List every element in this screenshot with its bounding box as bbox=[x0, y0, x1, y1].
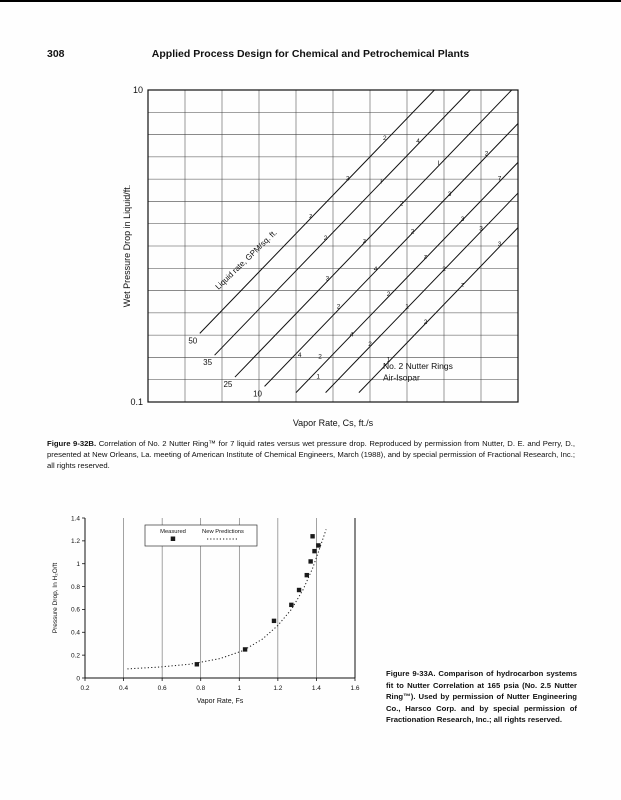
y-tick-label: 1 bbox=[76, 561, 80, 568]
prediction-curve bbox=[127, 529, 327, 670]
x-tick-label: 0.4 bbox=[119, 685, 128, 692]
svg-text:4: 4 bbox=[350, 331, 354, 338]
figure-9-33a: 0.2 0.4 0.6 0.8 1 1.2 1.4 1.6 0 0.2 0.4 0.6 0.8 1 1.2 1… bbox=[45, 510, 375, 712]
svg-text:2: 2 bbox=[324, 235, 328, 242]
measured-point bbox=[271, 618, 277, 624]
y-tick-label: 0.4 bbox=[71, 630, 80, 637]
x-tick-label: 1.6 bbox=[350, 685, 359, 692]
y-tick-label: 0.1 bbox=[130, 397, 143, 407]
svg-text:2: 2 bbox=[400, 200, 404, 207]
fig-9-33a-chart: 0.2 0.4 0.6 0.8 1 1.2 1.4 1.600.20.40.60.811.21… bbox=[52, 515, 360, 705]
chart-annotation: No. 2 Nutter Rings bbox=[383, 361, 453, 371]
x-axis-label: Vapor Rate, Cs, ft./s bbox=[293, 418, 374, 428]
figure-9-32b-caption-text: Correlation of No. 2 Nutter Ring™ for 7 … bbox=[47, 439, 576, 471]
svg-text:3: 3 bbox=[498, 241, 502, 248]
figure-9-32b-caption: Figure 9-32B. Correlation of No. 2 Nutte… bbox=[47, 438, 575, 471]
measured-point bbox=[308, 559, 313, 564]
y-tick-label: 0.8 bbox=[71, 584, 80, 591]
svg-text:z: z bbox=[309, 213, 312, 220]
legend-label-measured: Measured bbox=[160, 529, 186, 535]
svg-text:3: 3 bbox=[346, 175, 350, 182]
svg-text:4: 4 bbox=[374, 266, 378, 273]
svg-text:7: 7 bbox=[498, 175, 502, 182]
svg-text:2: 2 bbox=[318, 353, 322, 360]
x-tick-label: 0.2 bbox=[80, 685, 89, 692]
liquid-rate-label: 50 bbox=[188, 336, 197, 345]
y-tick-label: 10 bbox=[133, 85, 143, 95]
svg-text:1: 1 bbox=[405, 303, 409, 310]
svg-text:3: 3 bbox=[326, 275, 330, 282]
x-tick-label: 1 bbox=[237, 685, 241, 692]
measured-point bbox=[289, 602, 294, 608]
svg-text:2: 2 bbox=[387, 291, 391, 298]
x-axis-label: Vapor Rate, Fs bbox=[197, 698, 244, 705]
svg-text:3: 3 bbox=[479, 225, 483, 232]
svg-text:z: z bbox=[424, 253, 427, 260]
running-head: 308 Applied Process Design for Chemical … bbox=[0, 48, 621, 62]
svg-text:2: 2 bbox=[485, 151, 489, 158]
legend-label-predictions: New Predictions bbox=[202, 529, 244, 535]
liquid-rate-label: 10 bbox=[253, 389, 262, 398]
svg-text:z: z bbox=[461, 282, 464, 289]
x-tick-label: 0.8 bbox=[196, 685, 205, 692]
measured-point bbox=[242, 647, 248, 652]
liquid-rate-label: 25 bbox=[223, 380, 232, 389]
x-tick-label: 0.6 bbox=[158, 685, 167, 692]
svg-text:I: I bbox=[380, 179, 382, 186]
measured-point bbox=[312, 548, 317, 554]
svg-text:4: 4 bbox=[416, 138, 420, 145]
figure-9-33a-caption: Figure 9-33A. Comparison of hydrocarbon … bbox=[386, 668, 577, 726]
svg-text:1: 1 bbox=[316, 374, 320, 381]
figure-9-33a-caption-text: Comparison of hydrocarbon systems fit to… bbox=[386, 669, 578, 725]
measured-point bbox=[316, 543, 321, 548]
chart-annotation: Air-Isopar bbox=[383, 373, 420, 383]
svg-text:2: 2 bbox=[424, 319, 428, 326]
x-tick-label: 1.2 bbox=[273, 685, 282, 692]
page-number: 308 bbox=[47, 48, 65, 60]
y-axis-label: Wet Pressure Drop in Liquid/ft. bbox=[122, 185, 132, 307]
measured-point bbox=[296, 587, 302, 593]
figure-9-32b-caption-label: Figure 9-32B. bbox=[47, 439, 97, 448]
svg-text:2: 2 bbox=[442, 266, 446, 273]
svg-text:2: 2 bbox=[337, 303, 341, 310]
figure-9-33a-caption-label: Figure 9-33A. bbox=[386, 669, 436, 678]
svg-text:3: 3 bbox=[461, 216, 465, 223]
measured-point bbox=[194, 662, 200, 667]
legend-square-marker bbox=[170, 536, 176, 541]
y-tick-label: 0 bbox=[76, 675, 80, 682]
x-tick-label: 1.4 bbox=[312, 685, 321, 692]
measured-point bbox=[304, 572, 309, 578]
measured-point bbox=[310, 534, 315, 539]
figure-9-32b: 50 35 25 10 Liquid rate, GPM/sq. ft. z 3 2 2 I 4 3 z… bbox=[120, 84, 532, 436]
y-axis-label: Pressure Drop, In H₂O/ft bbox=[52, 563, 59, 634]
svg-text:2: 2 bbox=[411, 229, 415, 236]
liquid-rate-axis-label: Liquid rate, GPM/sq. ft. bbox=[214, 228, 279, 291]
liquid-rate-label: 35 bbox=[203, 358, 212, 367]
svg-text:3: 3 bbox=[448, 191, 452, 198]
fig-9-32b-chart: 50 35 25 10 Liquid rate, GPM/sq. ft. z 3 2 2 I 4 3 z… bbox=[122, 85, 519, 428]
y-tick-label: 0.2 bbox=[71, 652, 80, 659]
running-title: Applied Process Design for Chemical and … bbox=[151, 48, 470, 60]
svg-text:2: 2 bbox=[383, 135, 387, 142]
svg-text:z: z bbox=[363, 238, 366, 245]
y-tick-label: 1.2 bbox=[71, 538, 80, 545]
svg-text:1: 1 bbox=[387, 356, 391, 363]
svg-text:I: I bbox=[438, 160, 440, 167]
y-tick-label: 0.6 bbox=[71, 607, 80, 614]
svg-text:2: 2 bbox=[368, 341, 372, 348]
y-tick-label: 1.4 bbox=[71, 515, 80, 522]
svg-text:4: 4 bbox=[298, 352, 302, 359]
